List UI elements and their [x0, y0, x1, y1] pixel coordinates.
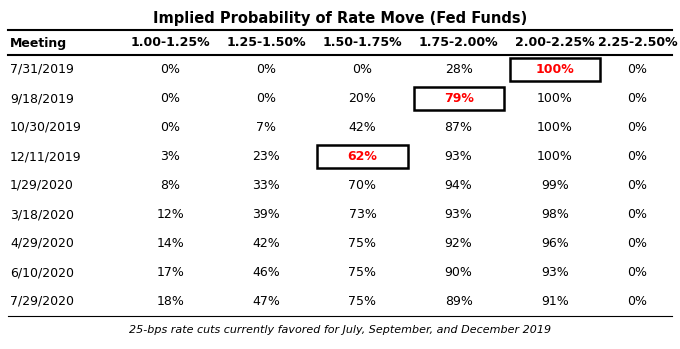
Text: 98%: 98%: [541, 208, 568, 221]
Text: 0%: 0%: [256, 63, 276, 76]
Text: 25-bps rate cuts currently favored for July, September, and December 2019: 25-bps rate cuts currently favored for J…: [129, 325, 551, 335]
Text: 0%: 0%: [256, 92, 276, 105]
Text: 2.25-2.50%: 2.25-2.50%: [598, 37, 677, 50]
Text: 70%: 70%: [348, 179, 377, 192]
Text: 87%: 87%: [445, 121, 473, 134]
Text: 0%: 0%: [628, 63, 647, 76]
Text: 42%: 42%: [349, 121, 376, 134]
Text: 93%: 93%: [541, 266, 568, 279]
Text: 28%: 28%: [445, 63, 473, 76]
Text: 0%: 0%: [628, 121, 647, 134]
Text: 6/10/2020: 6/10/2020: [10, 266, 74, 279]
Text: 10/30/2019: 10/30/2019: [10, 121, 82, 134]
Text: 33%: 33%: [252, 179, 280, 192]
Text: 100%: 100%: [537, 121, 573, 134]
Text: 0%: 0%: [160, 92, 180, 105]
Text: 0%: 0%: [160, 121, 180, 134]
Text: 23%: 23%: [252, 150, 280, 163]
Text: 0%: 0%: [628, 237, 647, 250]
Text: 46%: 46%: [252, 266, 280, 279]
Text: 3%: 3%: [160, 150, 180, 163]
Text: 17%: 17%: [156, 266, 184, 279]
Text: 93%: 93%: [445, 150, 473, 163]
Text: 2.00-2.25%: 2.00-2.25%: [515, 37, 594, 50]
Text: 14%: 14%: [156, 237, 184, 250]
Text: 1/29/2020: 1/29/2020: [10, 179, 74, 192]
Text: 7%: 7%: [256, 121, 276, 134]
Text: 94%: 94%: [445, 179, 473, 192]
Text: 20%: 20%: [349, 92, 377, 105]
Text: 100%: 100%: [537, 92, 573, 105]
Text: 47%: 47%: [252, 295, 280, 308]
Text: 0%: 0%: [628, 92, 647, 105]
Text: 1.25-1.50%: 1.25-1.50%: [226, 37, 306, 50]
Text: 92%: 92%: [445, 237, 473, 250]
Text: 12/11/2019: 12/11/2019: [10, 150, 82, 163]
Text: 79%: 79%: [443, 92, 473, 105]
Text: 75%: 75%: [348, 237, 377, 250]
Text: 89%: 89%: [445, 295, 473, 308]
Text: 1.00-1.25%: 1.00-1.25%: [131, 37, 210, 50]
Text: 100%: 100%: [535, 63, 574, 76]
Text: Meeting: Meeting: [10, 37, 67, 50]
Text: 39%: 39%: [252, 208, 280, 221]
Text: 93%: 93%: [445, 208, 473, 221]
Text: 62%: 62%: [347, 150, 377, 163]
Text: 12%: 12%: [156, 208, 184, 221]
Text: 8%: 8%: [160, 179, 180, 192]
Text: 96%: 96%: [541, 237, 568, 250]
Bar: [413, 87, 504, 110]
Text: 42%: 42%: [252, 237, 280, 250]
Text: 99%: 99%: [541, 179, 568, 192]
Bar: [318, 145, 407, 168]
Text: 75%: 75%: [348, 295, 377, 308]
Text: 0%: 0%: [628, 295, 647, 308]
Text: 91%: 91%: [541, 295, 568, 308]
Text: 4/29/2020: 4/29/2020: [10, 237, 74, 250]
Text: 75%: 75%: [348, 266, 377, 279]
Text: 7/31/2019: 7/31/2019: [10, 63, 74, 76]
Text: 1.75-2.00%: 1.75-2.00%: [419, 37, 498, 50]
Text: 7/29/2020: 7/29/2020: [10, 295, 74, 308]
Text: 0%: 0%: [628, 208, 647, 221]
Text: 0%: 0%: [628, 179, 647, 192]
Text: Implied Probability of Rate Move (Fed Funds): Implied Probability of Rate Move (Fed Fu…: [153, 10, 527, 25]
Text: 3/18/2020: 3/18/2020: [10, 208, 74, 221]
Bar: [510, 58, 600, 81]
Text: 9/18/2019: 9/18/2019: [10, 92, 74, 105]
Text: 0%: 0%: [628, 150, 647, 163]
Text: 0%: 0%: [160, 63, 180, 76]
Text: 90%: 90%: [445, 266, 473, 279]
Text: 100%: 100%: [537, 150, 573, 163]
Text: 73%: 73%: [349, 208, 377, 221]
Text: 0%: 0%: [352, 63, 373, 76]
Text: 0%: 0%: [628, 266, 647, 279]
Text: 18%: 18%: [156, 295, 184, 308]
Text: 1.50-1.75%: 1.50-1.75%: [323, 37, 403, 50]
